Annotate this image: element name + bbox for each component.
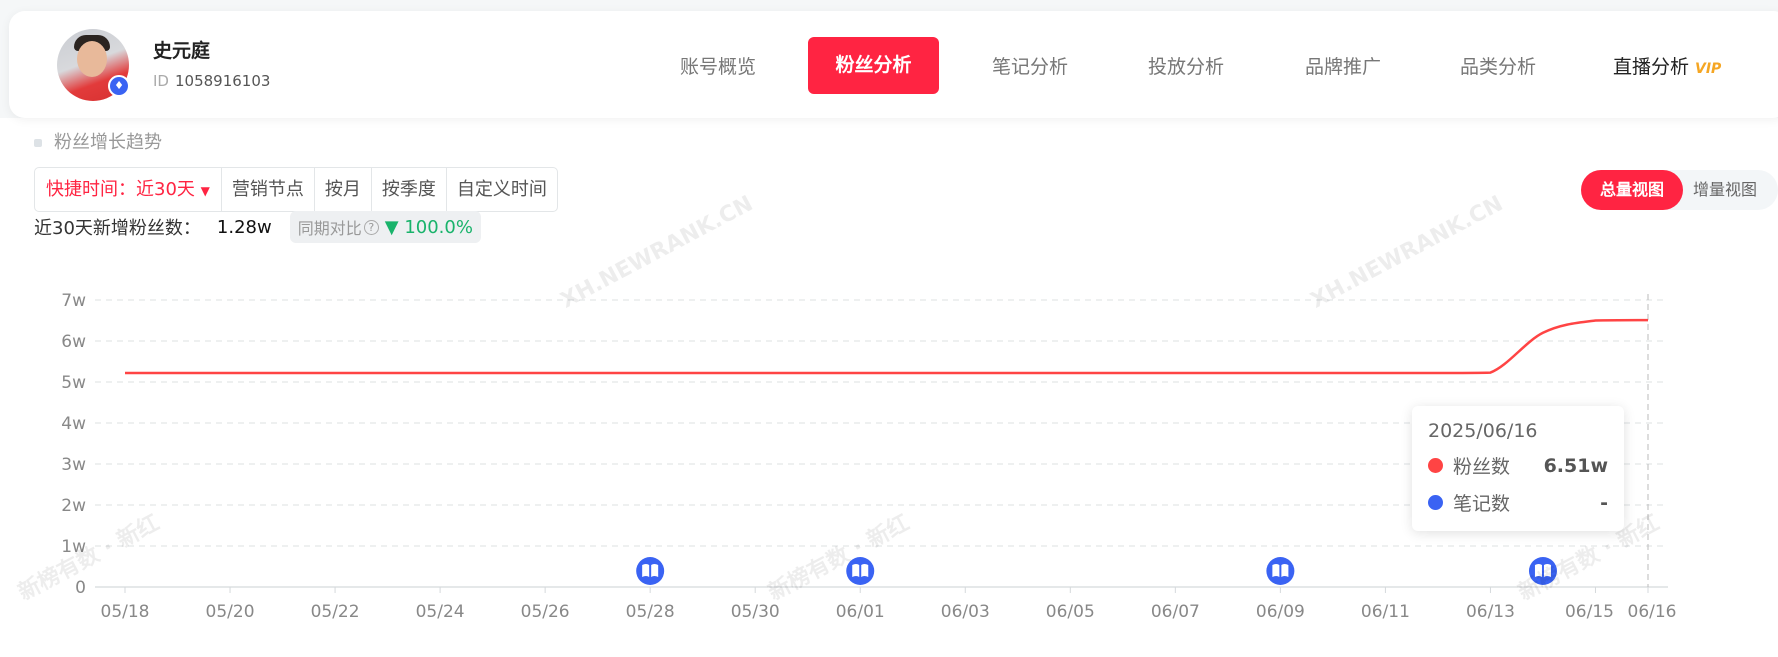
x-tick-label: 05/24 — [416, 602, 465, 622]
fans-series-line — [125, 318, 1649, 375]
caret-down-icon: ▼ — [200, 184, 210, 198]
stats-value: 1.28w — [216, 216, 272, 238]
x-tick-label: 06/16 — [1628, 602, 1677, 622]
tooltip-row-notes: 笔记数 - — [1428, 489, 1608, 516]
tab-account-overview[interactable]: 账号概览 — [679, 56, 757, 78]
id-label: ID — [153, 72, 169, 90]
book-icon — [1534, 564, 1551, 577]
note-marker-book-icon — [1266, 557, 1295, 585]
total-view-button[interactable]: 总量视图 — [1581, 170, 1683, 210]
stats-label: 近30天新增粉丝数： — [34, 218, 201, 239]
tooltip-value: 6.51w — [1543, 454, 1608, 477]
x-tick-label: 06/15 — [1565, 602, 1614, 622]
y-tick-label: 3w — [61, 455, 86, 475]
book-icon — [1272, 564, 1289, 577]
x-tick-label: 06/09 — [1256, 602, 1305, 622]
y-tick-label: 0 — [75, 578, 86, 598]
notes-legend-dot — [1428, 495, 1443, 510]
x-tick-label: 05/26 — [521, 602, 570, 622]
section-title-text: 粉丝增长趋势 — [54, 132, 162, 153]
tab-category-analysis[interactable]: 品类分析 — [1459, 56, 1537, 78]
y-tick-label: 2w — [61, 496, 86, 516]
y-tick-label: 1w — [61, 537, 86, 557]
y-tick-label: 4w — [61, 414, 86, 434]
tie-icon: ♦ — [108, 75, 130, 97]
compare-label: 同期对比 — [297, 219, 362, 238]
filter-quarter[interactable]: 按季度 — [370, 168, 446, 211]
account-id: ID 1058916103 — [153, 72, 270, 90]
quick-time-label: 快捷时间：近30天 — [46, 179, 195, 200]
x-tick-label: 06/13 — [1466, 602, 1515, 622]
view-toggle: 总量视图 增量视图 — [1581, 170, 1778, 210]
time-filter-bar: 快捷时间：近30天 ▼ 营销节点 按月 按季度 自定义时间 — [34, 167, 558, 212]
tooltip-row-fans: 粉丝数 6.51w — [1428, 452, 1608, 479]
quick-time-dropdown[interactable]: 快捷时间：近30天 ▼ — [35, 168, 221, 211]
x-tick-label: 05/30 — [731, 602, 780, 622]
tooltip-label: 笔记数 — [1453, 493, 1511, 515]
section-title: 粉丝增长趋势 — [34, 128, 162, 154]
tab-live-label: 直播分析 — [1613, 56, 1690, 78]
y-tick-label: 7w — [61, 291, 86, 311]
account-name: 史元庭 — [153, 40, 211, 62]
tooltip-label: 粉丝数 — [1453, 456, 1511, 478]
tooltip-date: 2025/06/16 — [1428, 420, 1538, 442]
x-tick-label: 05/22 — [311, 602, 360, 622]
x-tick-label: 06/07 — [1151, 602, 1200, 622]
down-arrow-icon: ▼ — [384, 216, 405, 238]
tab-fan-analysis[interactable]: 粉丝分析 — [808, 37, 939, 94]
yoy-compare: 同期对比 ? ▼ 100.0% — [289, 211, 481, 243]
book-icon — [642, 564, 659, 577]
x-tick-label: 05/18 — [101, 602, 150, 622]
note-marker-book-icon — [846, 557, 875, 585]
tooltip-value: - — [1600, 491, 1608, 514]
note-marker-book-icon — [1528, 557, 1557, 585]
note-marker-book-icon — [636, 557, 665, 585]
tab-live-analysis[interactable]: 直播分析 VIP — [1613, 52, 1721, 79]
x-tick-label: 06/01 — [836, 602, 885, 622]
x-tick-label: 05/28 — [626, 602, 675, 622]
book-icon — [852, 564, 869, 577]
filter-marketing-node[interactable]: 营销节点 — [220, 168, 314, 211]
x-tick-label: 06/11 — [1361, 602, 1410, 622]
compare-value: 100.0% — [404, 216, 473, 238]
y-tick-label: 5w — [61, 373, 86, 393]
fans-legend-dot — [1428, 458, 1443, 473]
tab-note-analysis[interactable]: 笔记分析 — [991, 56, 1069, 78]
x-tick-label: 06/05 — [1046, 602, 1095, 622]
x-tick-label: 05/20 — [206, 602, 255, 622]
help-icon[interactable]: ? — [363, 219, 379, 235]
id-value: 1058916103 — [174, 72, 271, 90]
filter-month[interactable]: 按月 — [313, 168, 371, 211]
chart-tooltip: 2025/06/16 粉丝数 6.51w 笔记数 - — [1412, 406, 1624, 531]
tab-ad-analysis[interactable]: 投放分析 — [1147, 56, 1225, 78]
y-tick-label: 6w — [61, 332, 86, 352]
fan-growth-stats: 近30天新增粉丝数： 1.28w 同期对比 ? ▼ 100.0% — [34, 211, 481, 243]
tab-brand-promotion[interactable]: 品牌推广 — [1304, 56, 1382, 78]
filter-custom-time[interactable]: 自定义时间 — [445, 168, 557, 211]
x-tick-label: 06/03 — [941, 602, 990, 622]
increment-view-button[interactable]: 增量视图 — [1693, 180, 1758, 199]
section-dot — [34, 139, 42, 147]
vip-badge: VIP — [1695, 61, 1722, 77]
